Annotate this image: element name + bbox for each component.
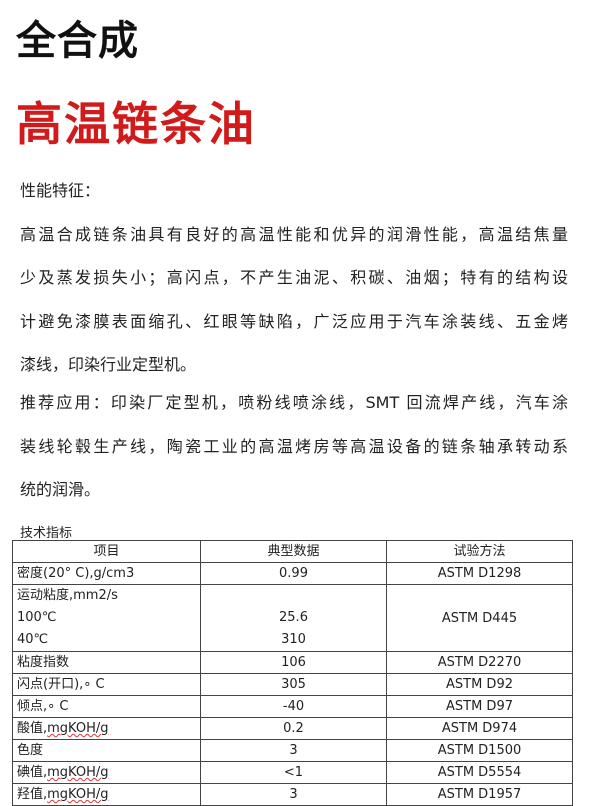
- cell-method: ASTM D1500: [386, 739, 573, 762]
- cell-method: ASTM D1957: [386, 783, 573, 806]
- features-line: 少及蒸发损失小；高闪点，不产生油泥、积碳、油烟；特有的结构设: [20, 268, 568, 287]
- cell-item: 粘度指数: [12, 651, 201, 674]
- value-sub: 25.6: [279, 610, 308, 625]
- application-line: 装线轮毂生产线，陶瓷工业的高温烤房等高温设备的链条轴承转动系: [20, 436, 568, 456]
- cell-value: 305: [200, 673, 387, 696]
- application-line: 推荐应用：印染厂定型机，喷粉线喷涂线，SMT 回流焊产线，汽车涂: [20, 393, 568, 412]
- table-row: 酸值,mgKOH/g 0.2 ASTM D974: [12, 717, 573, 740]
- cell-method: ASTM D974: [386, 717, 573, 740]
- cell-item: 密度(20° C),g/cm3: [12, 562, 201, 585]
- item-sub: 40℃: [17, 632, 49, 647]
- cell-method: ASTM D5554: [386, 761, 573, 784]
- spec-table: 项目 典型数据 试验方法 密度(20° C),g/cm3 0.99 ASTM D…: [12, 540, 573, 806]
- header-item: 项目: [12, 540, 201, 563]
- cell-item: 倾点,∘ C: [12, 695, 201, 718]
- cell-method: ASTM D97: [386, 695, 573, 718]
- header-value: 典型数据: [200, 540, 387, 563]
- header-method: 试验方法: [386, 540, 573, 563]
- cell-value: 3: [200, 739, 387, 762]
- cell-method: ASTM D92: [386, 673, 573, 696]
- cell-item: 色度: [12, 739, 201, 762]
- cell-value: <1: [200, 761, 387, 784]
- cell-item: 羟值,mgKOH/g: [12, 783, 201, 806]
- cell-value: 0.99: [200, 562, 387, 585]
- cell-value: -40: [200, 695, 387, 718]
- table-row: 密度(20° C),g/cm3 0.99 ASTM D1298: [12, 562, 573, 585]
- cell-method: ASTM D445: [386, 584, 573, 652]
- item-sub: 100℃: [17, 610, 57, 625]
- features-line: 计避免漆膜表面缩孔、红眼等缺陷，广泛应用于汽车涂装线、五金烤: [20, 311, 568, 331]
- table-row: 碘值,mgKOH/g <1 ASTM D5554: [12, 761, 573, 784]
- item-label: 羟值,: [17, 787, 48, 802]
- product-title: 高温链条油: [16, 97, 256, 151]
- value-sub: 310: [281, 632, 306, 647]
- cell-value: 106: [200, 651, 387, 674]
- features-line: 高温合成链条油具有良好的高温性能和优异的润滑性能，高温结焦量: [20, 224, 568, 244]
- cell-value: 3: [200, 783, 387, 806]
- table-caption: 技术指标: [20, 526, 73, 541]
- table-row: 粘度指数 106 ASTM D2270: [12, 651, 573, 674]
- cell-value: 0.2: [200, 717, 387, 740]
- item-unit: mgKOH/g: [47, 765, 109, 780]
- item-unit: mgKOH/g: [47, 721, 109, 736]
- cell-method: ASTM D2270: [386, 651, 573, 674]
- cell-item: 运动粘度,mm2/s 100℃ 40℃: [12, 584, 201, 652]
- table-row: 闪点(开口),∘ C 305 ASTM D92: [12, 673, 573, 696]
- table-row: 倾点,∘ C -40 ASTM D97: [12, 695, 573, 718]
- features-line: 漆线，印染行业定型机。: [20, 355, 197, 374]
- title-full-synthetic: 全合成: [16, 18, 139, 64]
- table-row: 运动粘度,mm2/s 100℃ 40℃ 25.6 310 ASTM D445: [12, 584, 573, 652]
- cell-value: 25.6 310: [200, 584, 387, 652]
- features-heading: 性能特征：: [20, 181, 101, 200]
- item-label: 酸值,: [17, 721, 48, 736]
- item-label: 运动粘度,mm2/s: [17, 588, 118, 603]
- cell-item: 闪点(开口),∘ C: [12, 673, 201, 696]
- table-row: 色度 3 ASTM D1500: [12, 739, 573, 762]
- item-unit: mgKOH/g: [47, 787, 109, 802]
- application-line: 统的润滑。: [20, 480, 101, 499]
- item-label: 碘值,: [17, 765, 48, 780]
- description: 性能特征： 高温合成链条油具有良好的高温性能和优异的润滑性能，高温结焦量 少及蒸…: [20, 176, 568, 519]
- table-row: 羟值,mgKOH/g 3 ASTM D1957: [12, 783, 573, 806]
- cell-method: ASTM D1298: [386, 562, 573, 585]
- table-header-row: 项目 典型数据 试验方法: [12, 540, 573, 563]
- cell-item: 碘值,mgKOH/g: [12, 761, 201, 784]
- cell-item: 酸值,mgKOH/g: [12, 717, 201, 740]
